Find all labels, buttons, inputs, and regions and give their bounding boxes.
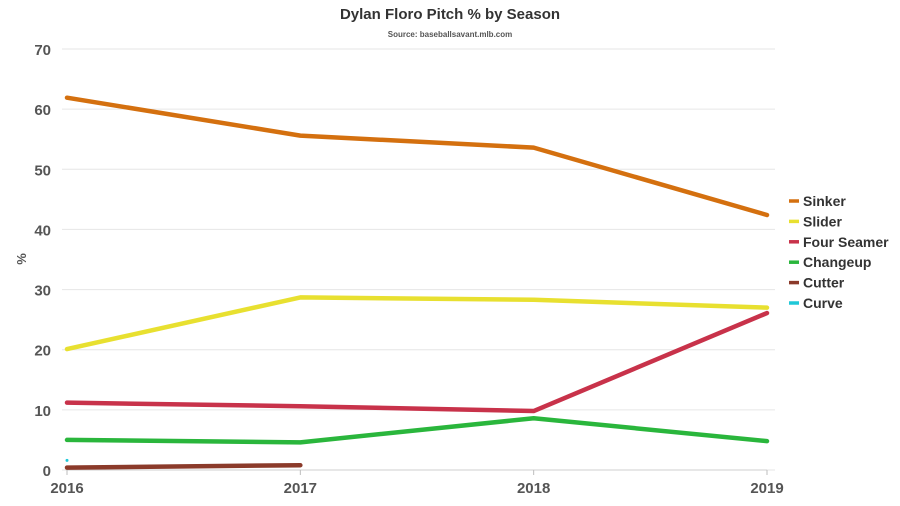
y-tick-label: 60: [34, 102, 51, 119]
series-line-cutter: [64, 462, 303, 470]
legend-item-sinker: Sinker: [803, 193, 846, 209]
y-axis-label: %: [14, 253, 29, 265]
legend: Sinker Slider Four Seamer Changeup Cutter Cur…: [789, 193, 889, 311]
x-tick-label-2017: 2017: [284, 480, 317, 497]
y-tick-label: 40: [34, 222, 51, 239]
axes: 0 10 20 30 40 50 60 70 2016 2017 2018 2019%: [14, 42, 784, 497]
chart-subtitle: Source: baseballsavant.mlb.com: [387, 30, 513, 39]
series-point-curve: [65, 458, 69, 462]
y-tick-label: 30: [34, 283, 51, 300]
legend-item-curve: Curve: [803, 295, 843, 311]
x-tick-label-2019: 2019: [750, 480, 783, 497]
chart-title: Dylan Floro Pitch % by Season: [339, 6, 561, 23]
series-line-slider: [64, 295, 770, 352]
y-tick-label: 20: [34, 343, 51, 360]
x-tick-label-2018: 2018: [517, 480, 550, 497]
legend-item-cutter: Cutter: [803, 275, 845, 291]
series-lines: [64, 95, 770, 470]
legend-item-slider: Slider: [803, 213, 842, 229]
series-line-changeup: [64, 416, 770, 445]
legend-item-four-seamer: Four Seamer: [803, 234, 889, 250]
series-line-sinker: [64, 95, 770, 218]
legend-item-changeup: Changeup: [803, 254, 871, 270]
series-line-four-seamer: [64, 310, 770, 414]
y-tick-label: 0: [43, 463, 51, 480]
y-tick-label: 70: [34, 42, 51, 59]
x-tick-label-2016: 2016: [50, 480, 83, 497]
y-tick-label: 50: [34, 162, 51, 179]
y-tick-label: 10: [34, 403, 51, 420]
